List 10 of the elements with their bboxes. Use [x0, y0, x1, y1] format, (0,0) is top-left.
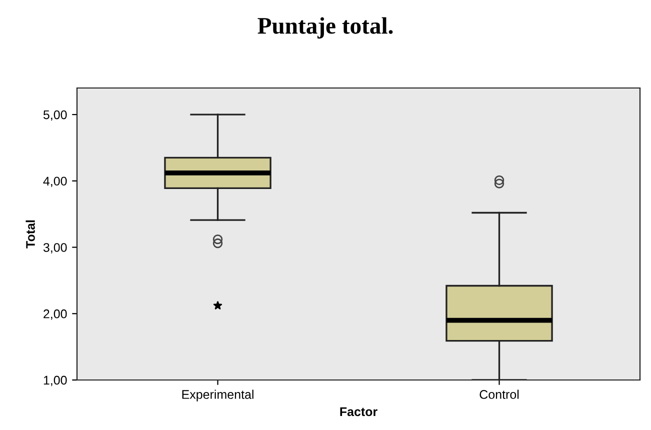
y-axis-title: Total [26, 220, 35, 248]
x-tick-label: Experimental [182, 390, 254, 402]
y-tick-label: 2,00 [44, 309, 67, 320]
y-tick-label: 4,00 [43, 176, 67, 188]
y-tick-label: 1,00 [44, 376, 67, 386]
x-tick-label: Control [480, 390, 519, 399]
y-tick-label: 5,00 [43, 110, 67, 121]
y-tick-label: 3,00 [43, 243, 67, 254]
chart-title: Puntaje total. [258, 17, 393, 39]
x-axis-title: Factor [340, 407, 378, 416]
